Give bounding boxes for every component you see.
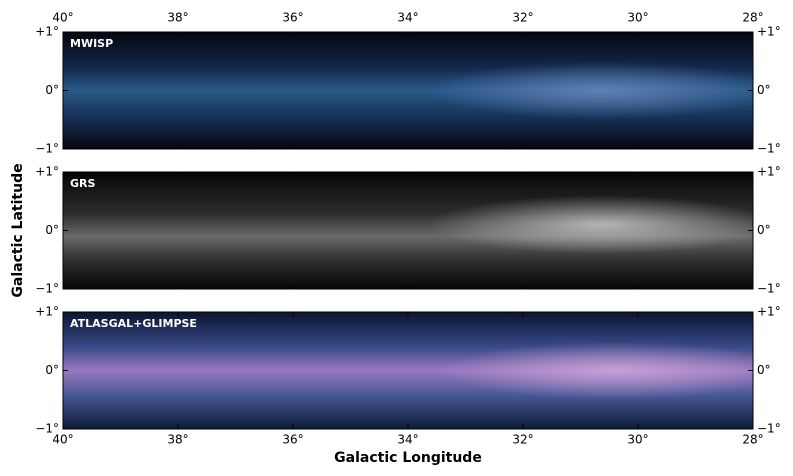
y-tick-label: +1° xyxy=(757,165,781,179)
panel-label: ATLASGAL+GLIMPSE xyxy=(70,317,197,330)
y-tick-label: −1° xyxy=(757,282,781,296)
y-tick-label: 0° xyxy=(757,223,771,237)
y-tick-label: +1° xyxy=(35,305,59,319)
y-tick-label: −1° xyxy=(757,422,781,436)
y-tick-label: +1° xyxy=(35,25,59,39)
y-tick-label: 0° xyxy=(757,83,771,97)
y-tick-label: +1° xyxy=(757,305,781,319)
y-tick-label: −1° xyxy=(757,142,781,156)
x-tick-label: 32° xyxy=(512,11,533,25)
y-tick-label: 0° xyxy=(757,363,771,377)
y-tick-label: 0° xyxy=(45,83,59,97)
y-axis-label: Galactic Latitude xyxy=(10,163,26,297)
y-tick-label: −1° xyxy=(35,282,59,296)
x-tick-label: 30° xyxy=(627,433,648,447)
x-axis-label: Galactic Longitude xyxy=(334,450,482,466)
panel-label: MWISP xyxy=(70,37,113,50)
image-highlight xyxy=(63,312,753,429)
x-tick-label: 40° xyxy=(52,433,73,447)
x-tick-label: 38° xyxy=(167,433,188,447)
y-tick-label: 0° xyxy=(45,223,59,237)
image-highlight xyxy=(63,172,753,289)
x-tick-label: 36° xyxy=(282,11,303,25)
y-tick-label: +1° xyxy=(757,25,781,39)
x-tick-label: 36° xyxy=(282,433,303,447)
x-tick-label: 34° xyxy=(397,433,418,447)
x-tick-label: 38° xyxy=(167,11,188,25)
panel-label: GRS xyxy=(70,177,95,190)
y-tick-label: −1° xyxy=(35,142,59,156)
x-tick-label: 32° xyxy=(512,433,533,447)
x-tick-label: 40° xyxy=(52,11,73,25)
x-tick-label: 34° xyxy=(397,11,418,25)
y-tick-label: 0° xyxy=(45,363,59,377)
y-tick-label: −1° xyxy=(35,422,59,436)
x-tick-label: 28° xyxy=(742,11,763,25)
y-tick-label: +1° xyxy=(35,165,59,179)
image-highlight xyxy=(63,32,753,149)
x-tick-label: 28° xyxy=(742,433,763,447)
x-tick-label: 30° xyxy=(627,11,648,25)
